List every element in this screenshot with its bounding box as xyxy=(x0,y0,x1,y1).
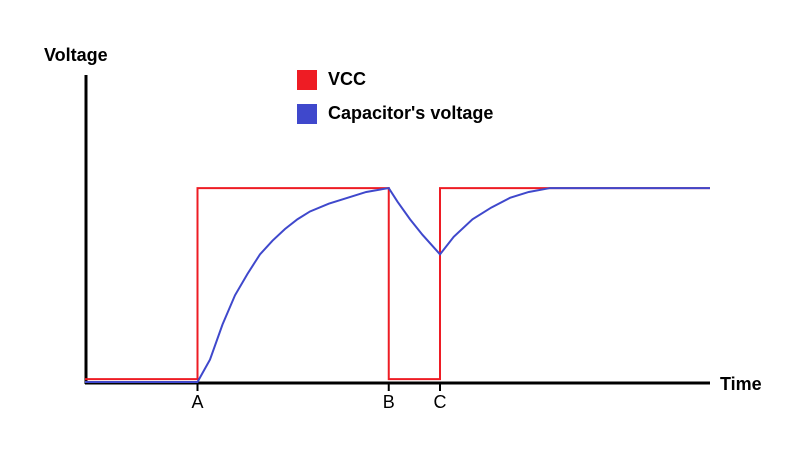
legend-swatch xyxy=(297,104,317,124)
legend-swatch xyxy=(297,70,317,90)
line-series xyxy=(85,186,710,384)
x-tick-label: B xyxy=(383,392,395,412)
legend-label: VCC xyxy=(328,69,366,89)
y-axis-label: Voltage xyxy=(44,45,108,65)
x-tick-label: C xyxy=(434,392,447,412)
x-tick-label: A xyxy=(191,392,203,412)
line-series xyxy=(85,187,710,381)
x-axis-label: Time xyxy=(720,374,762,394)
legend-label: Capacitor's voltage xyxy=(328,103,493,123)
